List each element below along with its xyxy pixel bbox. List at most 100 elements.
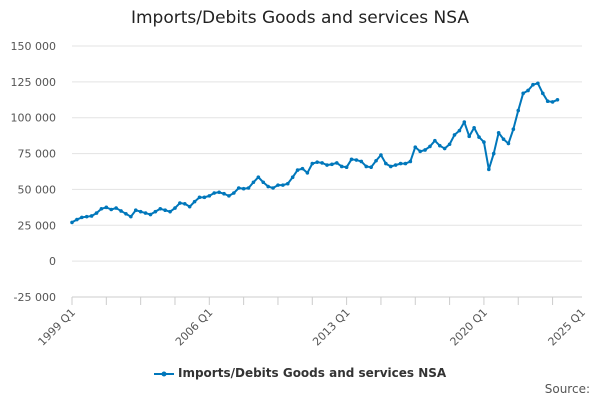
data-point <box>511 127 516 131</box>
data-point <box>256 175 261 180</box>
data-point <box>398 161 403 166</box>
data-point <box>212 191 217 195</box>
data-point <box>354 158 359 162</box>
data-point <box>472 125 476 130</box>
data-point <box>437 143 442 148</box>
data-point <box>217 190 221 195</box>
data-point <box>388 164 393 169</box>
data-point <box>305 171 310 175</box>
data-point <box>173 206 177 210</box>
x-tick-label: 2025 Q1 <box>546 306 589 349</box>
data-point <box>550 100 555 104</box>
data-point <box>467 134 472 139</box>
data-point <box>222 191 226 196</box>
data-point <box>413 145 418 149</box>
legend-series-marker <box>153 371 174 376</box>
data-point <box>325 163 329 167</box>
data-point <box>442 146 447 151</box>
data-point <box>310 161 315 166</box>
data-point <box>531 82 535 87</box>
data-point <box>241 186 246 191</box>
y-tick-label: 25 000 <box>18 219 57 232</box>
legend[interactable]: Imports/Debits Goods and services NSA <box>0 366 600 380</box>
data-point <box>335 161 339 165</box>
data-point <box>477 135 481 139</box>
source-label: Source: <box>544 382 590 396</box>
data-point <box>281 183 285 187</box>
x-tick-label: 2006 Q1 <box>173 306 216 349</box>
y-tick-label: 150 000 <box>11 40 57 53</box>
data-point <box>261 180 266 185</box>
data-point <box>276 183 280 187</box>
data-point <box>227 194 231 198</box>
data-point <box>133 208 138 213</box>
data-point <box>271 186 275 190</box>
data-point <box>192 199 197 204</box>
data-point <box>124 212 128 216</box>
x-tick-label: 1999 Q1 <box>36 306 79 349</box>
series-line <box>71 82 558 224</box>
data-point <box>163 208 167 213</box>
data-point <box>501 137 506 142</box>
data-point <box>496 130 501 135</box>
data-point <box>364 164 369 169</box>
y-tick-label: 50 000 <box>18 183 57 196</box>
data-point <box>344 165 349 169</box>
data-point <box>178 201 182 205</box>
data-point <box>433 138 437 143</box>
data-point <box>516 108 521 113</box>
data-point <box>104 205 109 210</box>
data-point <box>482 140 486 144</box>
data-point <box>119 209 123 213</box>
data-point <box>75 217 79 222</box>
data-point <box>506 141 511 146</box>
y-tick-label: 125 000 <box>11 76 57 89</box>
data-point <box>300 166 305 171</box>
legend-series-label: Imports/Debits Goods and services NSA <box>178 366 447 380</box>
data-point <box>109 207 114 212</box>
data-point <box>138 209 143 214</box>
data-point <box>330 162 334 167</box>
y-tick-label: 100 000 <box>11 112 57 125</box>
y-tick-label: 75 000 <box>18 148 57 161</box>
data-point <box>408 159 413 164</box>
data-point <box>266 184 270 189</box>
data-point <box>369 165 373 169</box>
x-tick-label: 2020 Q1 <box>448 306 491 349</box>
data-point <box>536 81 540 86</box>
data-point <box>290 175 295 180</box>
data-point <box>359 159 364 164</box>
data-point <box>70 220 74 225</box>
y-tick-label: -25 000 <box>14 291 56 304</box>
data-point <box>393 163 398 167</box>
data-point <box>99 206 104 211</box>
data-point <box>182 201 187 206</box>
data-point <box>236 186 241 190</box>
data-point <box>84 214 89 219</box>
data-point <box>403 161 408 166</box>
data-point <box>521 91 525 96</box>
data-point <box>80 215 84 220</box>
data-point <box>295 168 300 172</box>
data-point <box>153 209 158 214</box>
data-point <box>168 209 172 214</box>
data-point <box>207 194 212 198</box>
data-point <box>418 149 422 154</box>
data-point <box>202 195 207 200</box>
data-point <box>158 206 163 211</box>
data-point <box>447 142 452 147</box>
data-point <box>285 181 290 186</box>
data-point <box>462 120 467 124</box>
y-tick-label: 0 <box>49 255 56 268</box>
data-point <box>251 180 256 185</box>
data-point <box>315 160 319 164</box>
data-point <box>423 148 427 152</box>
x-tick-label: 2013 Q1 <box>310 306 353 349</box>
data-point <box>555 97 560 102</box>
data-point <box>232 191 236 195</box>
data-point <box>129 214 133 219</box>
data-point <box>339 164 344 169</box>
data-point <box>540 91 545 96</box>
